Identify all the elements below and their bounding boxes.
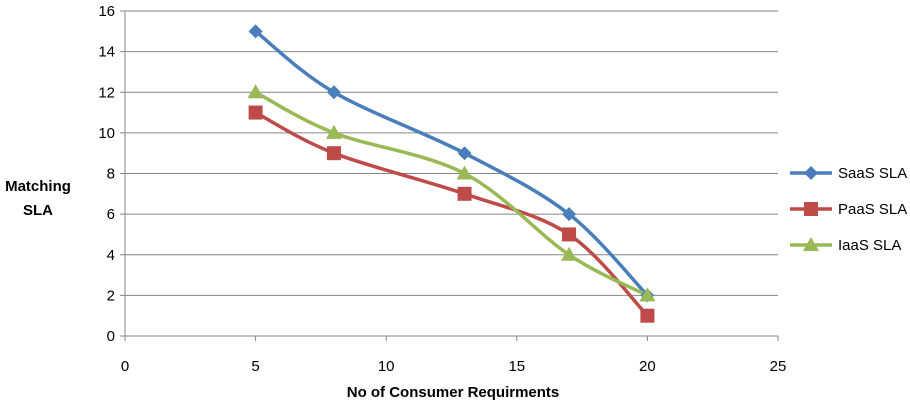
- grid-lines: [125, 10, 778, 296]
- x-tick-label: 20: [639, 358, 656, 375]
- x-tick-labels: 0 5 10 15 20 25: [121, 358, 787, 375]
- data-point-paas-sla: [562, 227, 577, 242]
- data-point-saas-sla: [562, 207, 577, 222]
- data-point-paas-sla: [457, 186, 472, 201]
- legend-label: SaaS SLA: [838, 165, 907, 182]
- x-tick-label: 25: [770, 358, 787, 375]
- data-point-saas-sla: [457, 146, 472, 161]
- data-point-saas-sla: [248, 24, 263, 39]
- y-tick-label: 0: [107, 328, 115, 345]
- y-tick-label: 12: [98, 84, 115, 101]
- legend-marker: [804, 166, 818, 180]
- legend: SaaS SLA PaaS SLA IaaS SLA: [790, 165, 907, 254]
- y-tick-label: 14: [98, 44, 115, 61]
- y-axis-title-line-1: Matching: [5, 178, 71, 195]
- x-tick-label: 5: [251, 358, 259, 375]
- y-tick-label: 16: [98, 3, 115, 20]
- data-point-iaas-sla: [639, 287, 656, 302]
- x-tick-label: 10: [378, 358, 395, 375]
- x-tick-label: 15: [508, 358, 525, 375]
- y-tick-label: 10: [98, 125, 115, 142]
- series-markers: [247, 24, 656, 323]
- legend-label: PaaS SLA: [838, 201, 907, 218]
- y-tick-labels: 0 2 4 6 8 10 12 14 16: [98, 3, 115, 345]
- y-tick-label: 4: [107, 247, 115, 264]
- x-tick-label: 0: [121, 358, 129, 375]
- series-line-saas-sla: [253, 29, 650, 298]
- data-point-paas-sla: [640, 308, 655, 323]
- data-point-paas-sla: [248, 105, 263, 120]
- data-point-iaas-sla: [325, 124, 342, 139]
- x-axis-title: No of Consumer Requirments: [347, 384, 560, 401]
- y-tick-label: 8: [107, 166, 115, 183]
- y-tick-label: 6: [107, 206, 115, 223]
- legend-marker: [804, 202, 818, 216]
- data-point-paas-sla: [326, 146, 341, 161]
- data-point-iaas-sla: [561, 246, 578, 261]
- data-point-saas-sla: [326, 85, 341, 100]
- y-tick-label: 2: [107, 287, 115, 304]
- data-point-iaas-sla: [456, 165, 473, 180]
- data-point-iaas-sla: [247, 84, 264, 99]
- axes: [120, 10, 779, 341]
- legend-label: IaaS SLA: [838, 237, 901, 254]
- series-line-iaas-sla: [253, 90, 650, 298]
- y-axis-title-line-2: SLA: [23, 202, 53, 219]
- legend-marker: [803, 237, 819, 251]
